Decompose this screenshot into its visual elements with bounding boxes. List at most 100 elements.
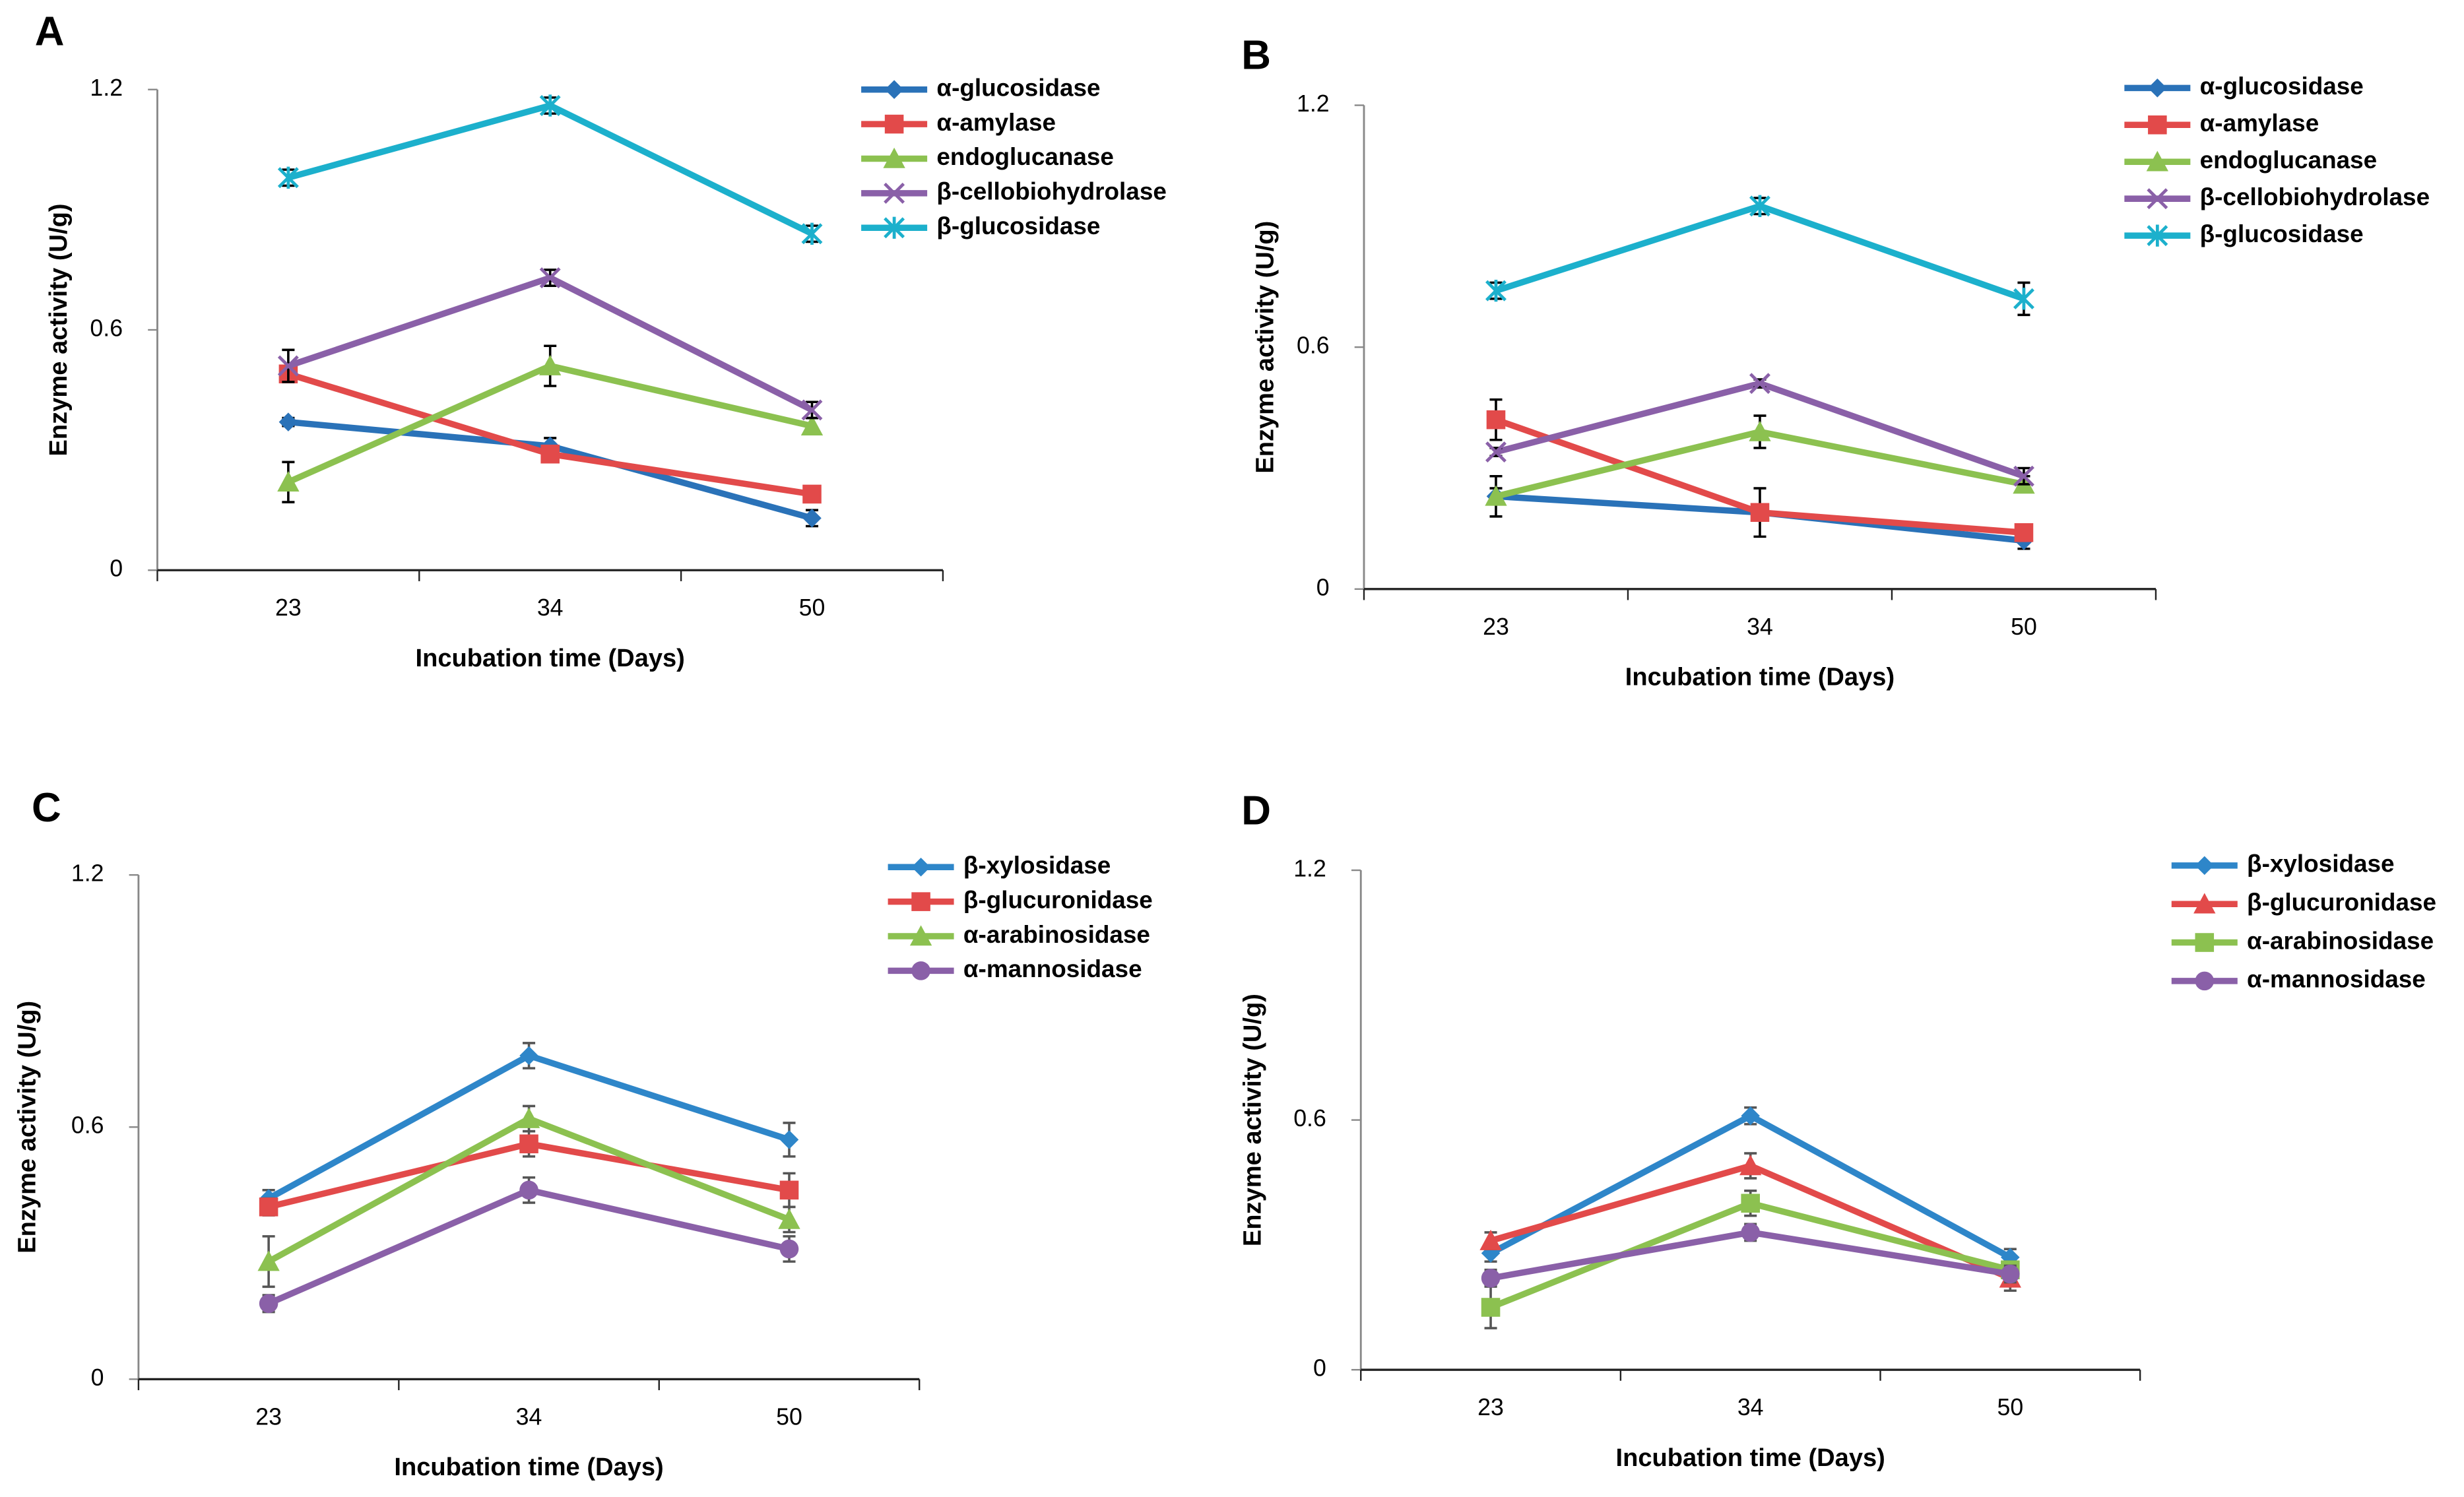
data-point [1749,373,1770,395]
series-line [267,1186,791,1307]
legend-marker [884,216,905,239]
x-tick-label: 50 [2011,614,2037,640]
data-point [2013,465,2034,487]
data-point [779,1239,799,1259]
legend-label: α-mannosidase [2247,966,2426,993]
y-tick-label: 0.6 [90,315,123,341]
legend-label: α-glucosidase [2200,73,2364,100]
x-axis-label: Incubation time (Days) [1616,1444,1885,1472]
legend-marker [911,857,930,877]
legend-label: α-glucosidase [936,74,1100,101]
legend-marker [2147,224,2168,247]
data-point [539,94,561,117]
data-point [1485,441,1507,463]
legend-label: α-amylase [936,109,1056,136]
series-line [287,274,814,413]
data-point [1485,279,1507,302]
data-point [801,399,823,421]
x-axis-label: Incubation time (Days) [416,645,685,672]
legend-label: β-xylosidase [963,852,1111,879]
data-point [259,1294,278,1314]
data-point [1485,485,1507,506]
x-tick-label: 50 [1997,1394,2023,1420]
legend-label: α-arabinosidase [2247,927,2434,954]
data-point [539,354,562,375]
data-point [1479,1229,1502,1250]
y-tick-label: 0 [1313,1355,1326,1382]
panel-label: D [1241,788,1271,834]
data-point [2001,1264,2020,1284]
data-point [802,484,822,504]
legend-label: β-glucuronidase [2247,889,2436,916]
legend-label: β-glucosidase [936,212,1100,239]
y-tick-label: 0 [1316,574,1330,600]
data-point [1486,410,1506,430]
x-tick-label: 50 [799,594,826,621]
series-line [287,371,813,497]
data-point [539,267,561,289]
y-axis-label: Enzyme activity (U/g) [1251,221,1279,474]
legend-label: endoglucanase [2200,146,2378,174]
data-point [519,1134,538,1154]
data-point [278,412,298,431]
panel-label: C [32,785,61,831]
data-point [1749,420,1771,441]
legend-marker [884,114,904,134]
legend-marker [2195,971,2215,991]
data-point [1739,1155,1762,1176]
series-line [1495,203,2025,302]
data-point [2014,523,2034,542]
panel-label: A [35,9,65,55]
y-tick-label: 1.2 [1297,90,1330,117]
x-tick-label: 34 [537,594,564,621]
x-tick-label: 23 [1483,614,1509,640]
x-tick-label: 23 [275,594,302,621]
legend-label: β-xylosidase [2247,850,2394,877]
x-tick-label: 50 [776,1403,802,1430]
legend-label: β-glucosidase [2200,220,2364,247]
data-point [257,1250,280,1271]
y-tick-label: 0.6 [1297,333,1330,359]
x-tick-label: 23 [255,1403,282,1430]
legend-marker [883,147,905,168]
x-tick-label: 34 [1737,1394,1764,1420]
x-tick-label: 23 [1477,1394,1504,1420]
legend-marker [2195,856,2215,876]
x-axis-label: Incubation time (Days) [1625,664,1895,691]
legend-marker [884,182,905,204]
data-point [779,1180,799,1200]
legend-label: β-cellobiohydrolase [2200,183,2430,210]
y-tick-label: 1.2 [71,860,104,887]
series-line [287,102,814,237]
legend-marker [2147,188,2168,210]
legend-marker [2193,893,2216,914]
series-line [288,418,813,521]
legend-marker [911,892,930,911]
panel-label: B [1241,32,1271,78]
legend-marker [2195,933,2215,952]
legend-label: α-arabinosidase [963,921,1150,948]
data-point [1741,1106,1760,1126]
legend-label: α-amylase [2200,110,2319,137]
y-tick-label: 0 [110,556,123,582]
legend-marker [911,961,930,980]
data-point [277,471,300,492]
data-point [1481,1298,1501,1317]
legend-label: α-mannosidase [963,955,1142,982]
data-point [519,1046,538,1066]
data-point [1481,1269,1501,1288]
y-tick-label: 1.2 [90,75,123,101]
x-tick-label: 34 [1747,614,1773,640]
y-tick-label: 0 [91,1364,104,1391]
data-point [778,1208,800,1229]
y-tick-label: 0.6 [1293,1105,1326,1131]
x-axis-label: Incubation time (Days) [394,1453,663,1481]
data-point [2013,288,2034,310]
y-axis-label: Enzyme activity (U/g) [13,1001,41,1254]
y-tick-label: 0.6 [71,1112,104,1139]
legend-label: β-cellobiohydrolase [936,178,1166,205]
legend-label: β-glucuronidase [963,886,1153,913]
legend-marker [2146,150,2169,172]
legend-marker [2148,115,2167,135]
